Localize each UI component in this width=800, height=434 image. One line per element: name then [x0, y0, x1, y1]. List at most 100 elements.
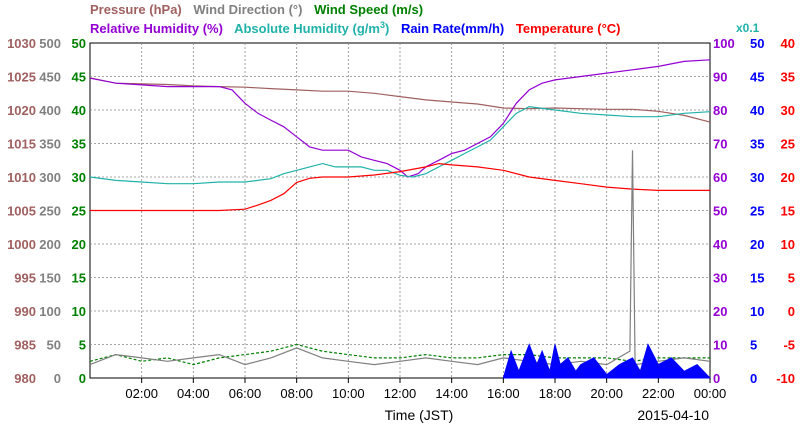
- tick-label-wind-speed: 10: [72, 304, 86, 319]
- tick-label-wind-speed: 40: [72, 103, 86, 118]
- tick-label-pressure: 990: [14, 304, 36, 319]
- svg-text:Pressure (hPa) Wind Direct: Pressure (hPa) Wind Direction (°) Wind S…: [90, 2, 423, 17]
- tick-label-rain-rate: 45: [750, 70, 764, 85]
- tick-label-rain-rate: 10: [750, 304, 764, 319]
- x-tick-label: 06:00: [229, 386, 262, 401]
- tick-label-wind-direction: 500: [39, 36, 61, 51]
- tick-label-wind-speed: 45: [72, 70, 86, 85]
- legend-absolute-humidity-sup: 3: [380, 20, 385, 30]
- tick-label-rain-rate: 15: [750, 271, 764, 286]
- tick-label-relative-humidity: 100: [713, 36, 735, 51]
- chart-date: 2015-04-10: [637, 407, 709, 423]
- tick-label-wind-direction: 0: [54, 371, 61, 386]
- tick-label-temperature: 35: [781, 70, 795, 85]
- tick-label-relative-humidity: 50: [713, 204, 727, 219]
- tick-label-wind-speed: 35: [72, 137, 86, 152]
- x-tick-label: 20:00: [590, 386, 623, 401]
- tick-label-temperature: 40: [781, 36, 795, 51]
- tick-label-temperature: 0: [788, 304, 795, 319]
- grid-lines: [90, 43, 710, 378]
- tick-label-wind-speed: 0: [79, 371, 86, 386]
- tick-label-rain-rate: 5: [750, 338, 757, 353]
- tick-label-wind-speed: 20: [72, 237, 86, 252]
- tick-label-wind-speed: 15: [72, 271, 86, 286]
- series-relative-humidity: [89, 59, 711, 178]
- series-pressure: [89, 77, 711, 123]
- x-tick-label: 10:00: [332, 386, 365, 401]
- tick-label-temperature: -10: [776, 371, 795, 386]
- tick-label-wind-direction: 50: [47, 338, 61, 353]
- x-tick-label: 22:00: [642, 386, 675, 401]
- tick-label-rain-rate: 30: [750, 170, 764, 185]
- tick-label-pressure: 1015: [7, 137, 36, 152]
- tick-label-pressure: 995: [14, 271, 36, 286]
- svg-text:Relative Humidity (%) Abso: Relative Humidity (%) Absolute Humidity …: [90, 20, 621, 36]
- legend-wind-direction: Wind Direction (°): [193, 2, 302, 17]
- legend-wind-speed: Wind Speed (m/s): [314, 2, 423, 17]
- tick-label-wind-speed: 5: [79, 338, 86, 353]
- tick-label-rain-rate: 0: [750, 371, 757, 386]
- x-tick-label: 02:00: [125, 386, 158, 401]
- tick-label-pressure: 1010: [7, 170, 36, 185]
- tick-label-temperature: -5: [783, 338, 795, 353]
- tick-label-temperature: 25: [781, 137, 795, 152]
- axis-ticks: 9809859909951000100510101015102010251030…: [7, 36, 795, 401]
- legend-relative-humidity: Relative Humidity (%): [90, 21, 223, 36]
- tick-label-wind-speed: 50: [72, 36, 86, 51]
- series-temperature: [90, 162, 710, 212]
- tick-label-pressure: 1000: [7, 237, 36, 252]
- x-tick-label: 00:00: [694, 386, 727, 401]
- tick-label-pressure: 1030: [7, 36, 36, 51]
- legend-temperature: Temperature (°C): [516, 21, 621, 36]
- tick-label-wind-direction: 450: [39, 70, 61, 85]
- x-tick-label: 18:00: [539, 386, 572, 401]
- tick-label-pressure: 1005: [7, 204, 36, 219]
- tick-label-rain-rate: 20: [750, 237, 764, 252]
- tick-label-pressure: 1020: [7, 103, 36, 118]
- tick-label-temperature: 15: [781, 204, 795, 219]
- tick-label-relative-humidity: 40: [713, 237, 727, 252]
- tick-label-pressure: 985: [14, 338, 36, 353]
- tick-label-rain-rate: 25: [750, 204, 764, 219]
- tick-label-wind-direction: 350: [39, 137, 61, 152]
- tick-label-wind-direction: 300: [39, 170, 61, 185]
- series-rain-rate: [502, 343, 712, 379]
- tick-label-rain-rate: 50: [750, 36, 764, 51]
- tick-label-rain-rate: 40: [750, 103, 764, 118]
- tick-label-relative-humidity: 90: [713, 70, 727, 85]
- legend-absolute-humidity: Absolute Humidity (g/m: [234, 21, 380, 36]
- tick-label-relative-humidity: 10: [713, 338, 727, 353]
- x-tick-label: 04:00: [177, 386, 210, 401]
- tick-label-relative-humidity: 20: [713, 304, 727, 319]
- tick-label-wind-direction: 250: [39, 204, 61, 219]
- tick-label-temperature: 20: [781, 170, 795, 185]
- legend-pressure: Pressure (hPa): [90, 2, 182, 17]
- legend-absolute-humidity-end: ): [385, 21, 389, 36]
- x-tick-label: 14:00: [435, 386, 468, 401]
- scale-note: x0.1: [736, 21, 760, 35]
- legend-rain-rate: Rain Rate(mm/h): [401, 21, 504, 36]
- series-wind-direction: [89, 150, 711, 366]
- tick-label-wind-direction: 200: [39, 237, 61, 252]
- tick-label-wind-direction: 400: [39, 103, 61, 118]
- x-tick-label: 16:00: [487, 386, 520, 401]
- tick-label-relative-humidity: 30: [713, 271, 727, 286]
- tick-label-relative-humidity: 0: [713, 371, 720, 386]
- tick-label-pressure: 1025: [7, 70, 36, 85]
- tick-label-relative-humidity: 80: [713, 103, 727, 118]
- x-axis-label: Time (JST): [385, 407, 454, 423]
- series-lines: [89, 59, 712, 379]
- tick-label-pressure: 980: [14, 371, 36, 386]
- x-tick-label: 12:00: [384, 386, 417, 401]
- tick-label-temperature: 5: [788, 271, 795, 286]
- tick-label-relative-humidity: 70: [713, 137, 727, 152]
- series-absolute-humidity: [89, 105, 711, 185]
- tick-label-temperature: 10: [781, 237, 795, 252]
- tick-label-rain-rate: 35: [750, 137, 764, 152]
- tick-label-relative-humidity: 60: [713, 170, 727, 185]
- x-tick-label: 08:00: [280, 386, 313, 401]
- tick-label-wind-direction: 100: [39, 304, 61, 319]
- tick-label-wind-direction: 150: [39, 271, 61, 286]
- tick-label-temperature: 30: [781, 103, 795, 118]
